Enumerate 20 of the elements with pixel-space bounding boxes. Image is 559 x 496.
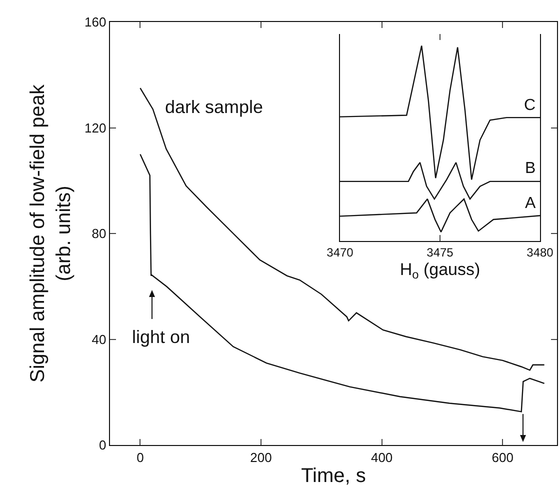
x-tick-label: 3470 bbox=[326, 246, 354, 260]
x-tick-label: 3480 bbox=[526, 246, 554, 260]
series-label: B bbox=[525, 160, 536, 177]
series-label: A bbox=[525, 195, 536, 212]
x-axis-title: Time, s bbox=[301, 465, 366, 488]
x-tick-label: 0 bbox=[136, 450, 144, 465]
y-axis-title: Signal amplitude of low-field peak (arb. units) bbox=[27, 84, 76, 382]
x-tick-label: 600 bbox=[492, 450, 514, 465]
x-tick-label: 3475 bbox=[426, 246, 454, 260]
x-tick-label: 400 bbox=[370, 450, 393, 465]
series-label: C bbox=[524, 97, 536, 114]
x-tick-label: 200 bbox=[250, 450, 272, 465]
y-tick-label: 120 bbox=[84, 120, 106, 136]
series-label: dark sample bbox=[165, 97, 264, 117]
annotation: light on bbox=[132, 327, 190, 347]
y-tick-label: 40 bbox=[92, 332, 106, 347]
y-tick-label: 80 bbox=[92, 226, 106, 242]
x-axis-title: H$_{o}$ (gauss) bbox=[400, 260, 480, 282]
y-tick-label: 0 bbox=[98, 438, 106, 453]
y-tick-label: 160 bbox=[84, 14, 106, 30]
